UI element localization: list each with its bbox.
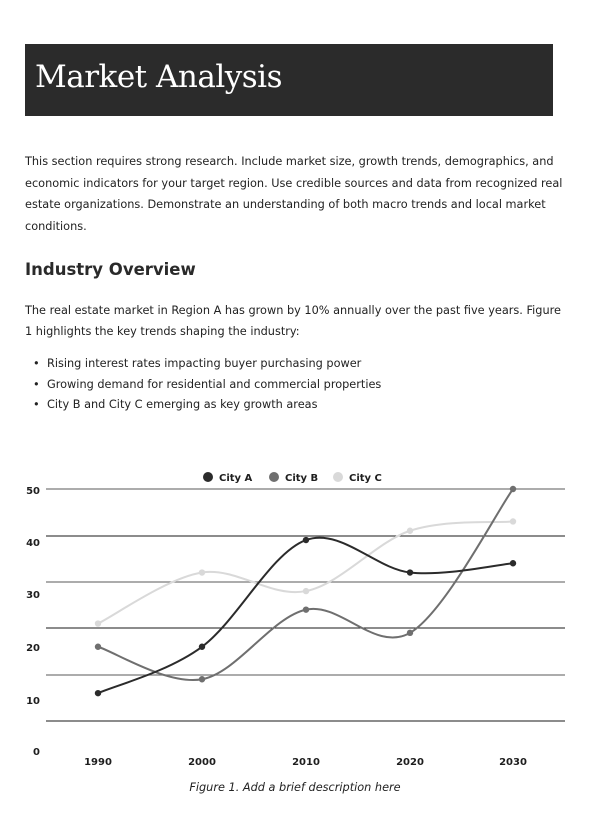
bullet-text: Rising interest rates impacting buyer pu… (47, 357, 362, 370)
bullet-text: City B and City C emerging as key growth… (47, 398, 318, 411)
legend-label: City C (349, 473, 382, 484)
bullet-item: • Growing demand for residential and comm… (33, 375, 393, 396)
section-heading: Industry Overview (25, 260, 196, 279)
data-point (509, 485, 517, 493)
x-tick-label: 2020 (396, 757, 424, 768)
data-point (198, 643, 206, 650)
page-title: Market Analysis (35, 59, 282, 95)
data-point (302, 606, 310, 613)
legend-swatch-icon (333, 472, 343, 482)
x-tick-label: 2010 (292, 757, 320, 768)
x-tick-label: 2030 (499, 757, 527, 768)
data-point (509, 518, 517, 525)
intro-paragraph: This section requires strong research. I… (25, 155, 563, 233)
bullet-dot-icon: • (33, 357, 40, 370)
bullet-item: • City B and City C emerging as key growt… (33, 395, 393, 416)
legend-label: City B (285, 473, 318, 484)
data-point (198, 569, 206, 576)
series-line (97, 536, 514, 695)
data-point (94, 689, 102, 697)
section-paragraph: The real estate market in Region A has g… (25, 304, 561, 338)
bullet-text: Growing demand for residential and comme… (47, 377, 382, 391)
y-tick-label: 30 (26, 590, 40, 601)
data-point (406, 569, 414, 576)
data-point (94, 620, 102, 627)
bullet-item: • Rising interest rates impacting buyer p… (33, 354, 393, 375)
bullet-dot-icon: • (33, 398, 40, 411)
data-point (94, 643, 102, 650)
bullet-dot-icon: • (33, 377, 40, 391)
y-tick-label: 50 (26, 486, 40, 497)
data-point (302, 536, 310, 544)
x-tick-label: 2000 (188, 757, 216, 768)
y-tick-label: 20 (26, 643, 40, 654)
x-tick-label: 1990 (84, 757, 112, 768)
y-tick-label: 10 (26, 696, 40, 707)
y-tick-label: 0 (33, 747, 40, 758)
y-tick-label: 40 (26, 538, 40, 549)
data-point (198, 676, 206, 683)
figure-caption: Figure 1. Add a brief description here (189, 781, 401, 794)
data-point (406, 527, 414, 534)
bullet-list: • Rising interest rates impacting buyer p… (33, 354, 393, 416)
data-point (406, 629, 414, 637)
data-point (509, 560, 517, 567)
data-point (302, 587, 310, 595)
legend-swatch-icon (269, 472, 279, 482)
series-line (97, 488, 514, 681)
legend-swatch-icon (203, 472, 213, 482)
title-banner: Market Analysis (25, 44, 553, 116)
legend-label: City A (219, 473, 253, 484)
